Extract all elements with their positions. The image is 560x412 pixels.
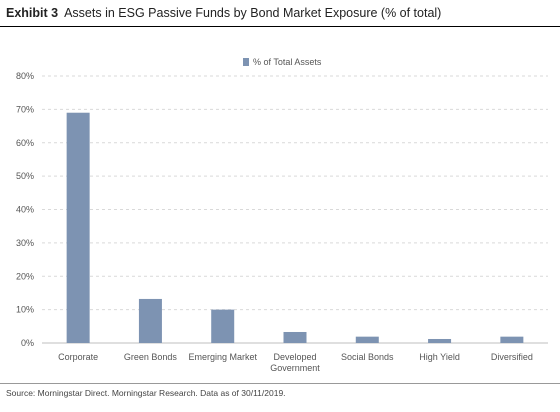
footer-divider <box>0 383 560 384</box>
bar <box>139 299 162 343</box>
legend-swatch <box>243 58 249 66</box>
chart-title: Assets in ESG Passive Funds by Bond Mark… <box>64 6 441 20</box>
bar <box>356 337 379 343</box>
header-divider <box>0 26 560 27</box>
y-tick-label: 20% <box>16 271 34 281</box>
x-tick-label: Government <box>270 363 320 373</box>
y-tick-label: 40% <box>16 205 34 215</box>
bar <box>211 310 234 343</box>
y-tick-label: 50% <box>16 171 34 181</box>
x-tick-label: Developed <box>273 352 316 362</box>
y-tick-label: 0% <box>21 338 34 348</box>
bar <box>284 332 307 343</box>
exhibit-label: Exhibit 3 <box>6 6 58 20</box>
y-tick-label: 70% <box>16 104 34 114</box>
x-tick-label: Corporate <box>58 352 98 362</box>
legend-label: % of Total Assets <box>253 57 322 67</box>
bar <box>428 339 451 343</box>
x-tick-label: Diversified <box>491 352 533 362</box>
bar <box>67 113 90 343</box>
bar-chart: 0% 10% 20% 30% 40% 50% 60% 70% 80% Corporate Green… <box>0 40 560 382</box>
x-tick-label: Green Bonds <box>124 352 178 362</box>
y-tick-label: 10% <box>16 305 34 315</box>
y-tick-label: 80% <box>16 71 34 81</box>
source-note: Source: Morningstar Direct. Morningstar … <box>6 388 286 398</box>
x-tick-label: Emerging Market <box>188 352 257 362</box>
bar <box>500 337 523 343</box>
exhibit-header: Exhibit 3 Assets in ESG Passive Funds by … <box>6 6 441 20</box>
y-tick-label: 60% <box>16 138 34 148</box>
x-tick-label: High Yield <box>419 352 460 362</box>
x-tick-label: Social Bonds <box>341 352 394 362</box>
y-tick-label: 30% <box>16 238 34 248</box>
